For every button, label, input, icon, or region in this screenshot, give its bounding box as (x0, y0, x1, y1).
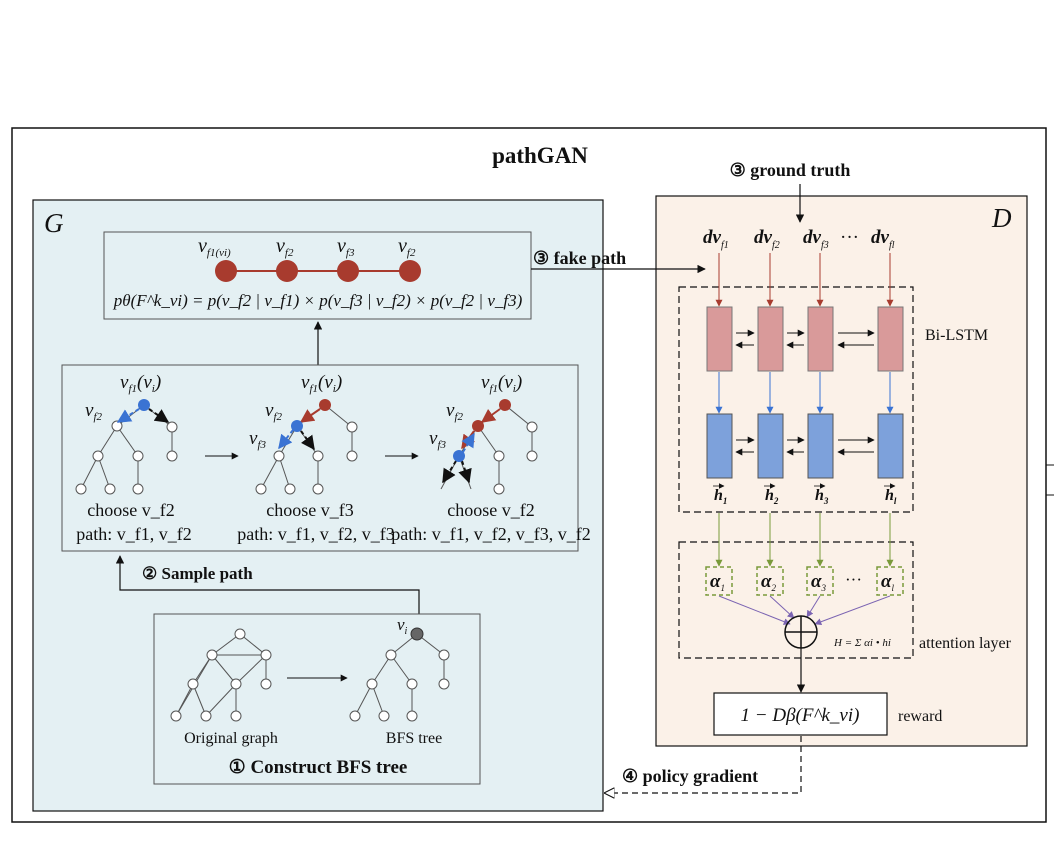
path-node-label: v (276, 235, 285, 257)
sample-path-arrow (115, 555, 420, 632)
lstm-forward-cell (706, 306, 733, 372)
lstm-forward-cell (807, 306, 834, 372)
hidden-label: hl (885, 487, 897, 506)
alpha-box (756, 566, 784, 596)
bfs-tree (349, 633, 450, 722)
reward-label: reward (898, 708, 942, 725)
svg-text:vf1(vi): vf1(vi) (481, 372, 522, 395)
reward-box (713, 692, 888, 736)
sample-step-choose: choose v_f3 (266, 500, 353, 520)
alpha-label: α2 (761, 571, 777, 593)
attention-layer-label: attention layer (919, 635, 1012, 652)
path-box (103, 231, 532, 320)
alpha-label: α3 (811, 571, 827, 593)
generator-label: G (44, 208, 64, 238)
svg-text:vf2: vf2 (398, 235, 416, 259)
hidden-label: h3 (815, 487, 829, 506)
bfs-tree-label: BFS tree (386, 730, 442, 747)
svg-text:vf1(vi): vf1(vi) (120, 372, 161, 395)
sample-step-choose: choose v_f2 (87, 500, 174, 520)
sample-step-path: path: v_f1, v_f2, v_f3, v_f2 (391, 524, 590, 544)
lstm-backward-cell (757, 413, 784, 479)
sample-step-choose: choose v_f2 (447, 500, 534, 520)
alpha-label: αl (881, 571, 895, 593)
path-node-sub: f3 (346, 247, 355, 259)
path-node (399, 260, 421, 282)
lstm-forward-cell (757, 306, 784, 372)
hidden-label: h1 (714, 487, 727, 506)
path-node (337, 260, 359, 282)
input-dv: dvf3 (803, 227, 829, 251)
sample-path-label: ② Sample path (142, 564, 253, 583)
svg-text:vf2: vf2 (276, 235, 294, 259)
policy-gradient-label: ④ policy gradient (622, 766, 758, 786)
sum-operator-icon (784, 615, 818, 649)
original-graph (170, 628, 272, 722)
sample-step-path: path: v_f1, v_f2 (76, 524, 191, 544)
input-dv: dvf1 (703, 227, 729, 251)
lstm-forward-cell (877, 306, 904, 372)
lstm-backward-cell (877, 413, 904, 479)
ground-truth-label: ③ ground truth (730, 160, 851, 180)
reward-formula: 1 − Dβ(F^k_vi) (741, 705, 860, 726)
bfs-box (153, 613, 481, 785)
probability-formula: pθ(F^k_vi) = p(v_f2 | v_f1) × p(v_f3 | v… (113, 291, 523, 310)
path-node-label: v (337, 235, 346, 257)
path-node-label: v (398, 235, 407, 257)
fake-path-label: ③ fake path (533, 248, 626, 268)
attention-formula: H = Σ αi • hi (833, 637, 891, 649)
sample-step-path: path: v_f1, v_f2, v_f3 (237, 524, 394, 544)
input-dots: ··· (840, 227, 859, 248)
path-node (276, 260, 298, 282)
input-dv: dvf2 (754, 227, 780, 251)
input-dv: dvfl (871, 227, 895, 251)
bilstm-box (678, 286, 914, 513)
svg-text:vf3: vf3 (337, 235, 355, 259)
original-graph-label: Original graph (184, 730, 278, 747)
path-node-sub: f1(vi) (207, 247, 231, 259)
lstm-backward-cell (807, 413, 834, 479)
path-node-label: v (198, 235, 207, 257)
path-node (215, 260, 237, 282)
attention-box (678, 541, 914, 659)
alpha-box (876, 566, 904, 596)
svg-text:vf1(vi): vf1(vi) (198, 235, 231, 259)
bfs-root-label: vi (397, 615, 408, 637)
lstm-backward-cell (706, 413, 733, 479)
alpha-box (705, 566, 733, 596)
bilstm-label: Bi-LSTM (925, 327, 988, 344)
discriminator-label: D (991, 203, 1012, 233)
sample-tree-2 (255, 404, 358, 495)
outer-frame (11, 127, 1047, 823)
construct-bfs-label: ① Construct BFS tree (229, 757, 408, 778)
path-node-labels: vf1(vi) vf2 vf3 vf2 (198, 235, 416, 259)
diagram-title: pathGAN (492, 143, 588, 168)
bfs-root-node (410, 627, 424, 641)
path-node-sub: f2 (407, 247, 416, 259)
alpha-box (806, 566, 834, 596)
alpha-label: α1 (710, 571, 725, 593)
path-node-sub: f2 (285, 247, 294, 259)
svg-text:vf1(vi): vf1(vi) (301, 372, 342, 395)
hidden-label: h2 (765, 487, 779, 506)
lstm-columns (706, 253, 904, 479)
alpha-dots: ··· (845, 570, 862, 589)
